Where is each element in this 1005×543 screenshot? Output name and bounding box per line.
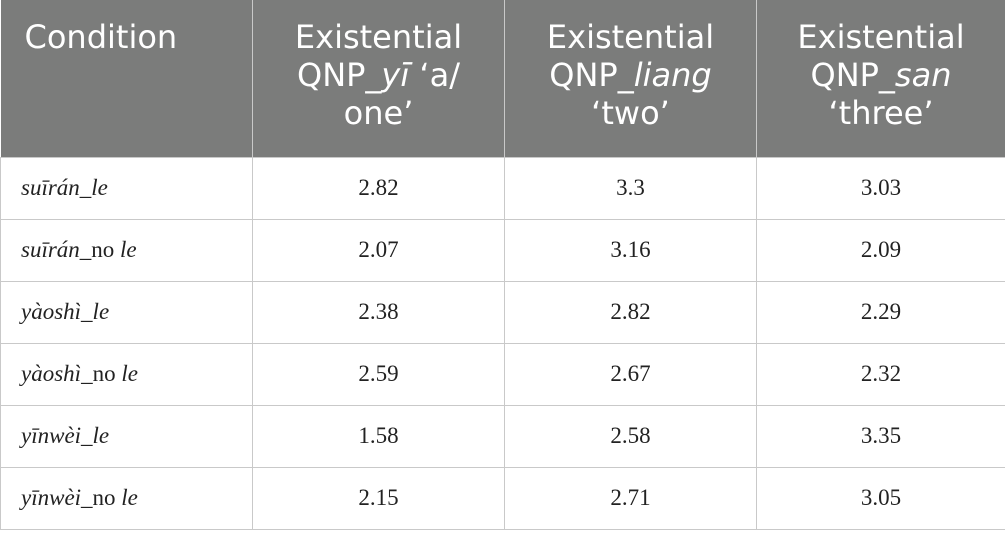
condition-cell: yīnwèi_no le [0,466,253,530]
condition-text: suīrán [21,237,80,262]
header-text: Condition [24,18,178,56]
header-text: liang [633,56,712,94]
value-cell: 3.16 [504,218,757,282]
header-text: Existential QNP_ [294,18,463,94]
header-text: yī [381,56,410,94]
header-cell: Condition [0,0,253,157]
condition-text: le [120,237,137,262]
value-cell: 2.59 [252,342,505,406]
value-cell: 2.07 [252,218,505,282]
condition-cell: yàoshì_le [0,280,253,344]
table-row: yàoshì_le 2.38 2.82 2.29 [0,280,1005,344]
value-cell: 1.58 [252,404,505,468]
condition-text: yàoshì [21,361,82,386]
table-row: yàoshì_no le 2.59 2.67 2.32 [0,342,1005,406]
table-row: suīrán_le 2.82 3.3 3.03 [0,156,1005,220]
condition-cell: suīrán_le [0,156,253,220]
header-row: Condition Existential QNP_yī ‘a/ one’ Exis… [0,0,1005,157]
value-cell: 2.38 [252,280,505,344]
condition-text: _no [81,485,122,510]
value-cell: 2.29 [756,280,1005,344]
header-text: ‘three’ [828,94,934,132]
value-cell: 2.32 [756,342,1005,406]
value-cell: 3.05 [756,466,1005,530]
condition-cell: yàoshì_no le [0,342,253,406]
condition-text: yàoshì_le [21,299,110,324]
condition-text: suīrán_le [21,175,108,200]
table-row: yīnwèi_no le 2.15 2.71 3.05 [0,466,1005,530]
value-cell: 2.82 [504,280,757,344]
value-cell: 2.58 [504,404,757,468]
header-text: Existential QNP_ [546,18,715,94]
table-row: suīrán_no le 2.07 3.16 2.09 [0,218,1005,282]
data-table: Condition Existential QNP_yī ‘a/ one’ Exis… [0,0,1005,530]
condition-text: _no [79,237,121,262]
value-cell: 2.09 [756,218,1005,282]
value-cell: 3.35 [756,404,1005,468]
condition-text: _no [81,361,122,386]
condition-cell: yīnwèi_le [0,404,253,468]
condition-text: yīnwèi_le [21,423,110,448]
header-cell: Existential QNP_liang ‘two’ [504,0,757,157]
condition-text: le [121,361,138,386]
header-text: ‘a/ one’ [343,56,460,132]
value-cell: 2.82 [252,156,505,220]
header-text: san [894,56,952,94]
condition-cell: suīrán_no le [0,218,253,282]
header-cell: Existential QNP_san ‘three’ [756,0,1005,157]
value-cell: 2.67 [504,342,757,406]
table-row: yīnwèi_le 1.58 2.58 3.35 [0,404,1005,468]
condition-text: le [121,485,138,510]
condition-text: yīnwèi [21,485,82,510]
header-cell: Existential QNP_yī ‘a/ one’ [252,0,505,157]
value-cell: 2.71 [504,466,757,530]
value-cell: 2.15 [252,466,505,530]
value-cell: 3.03 [756,156,1005,220]
header-text: Existential QNP_ [797,18,965,94]
header-text: ‘two’ [591,94,670,132]
value-cell: 3.3 [504,156,757,220]
